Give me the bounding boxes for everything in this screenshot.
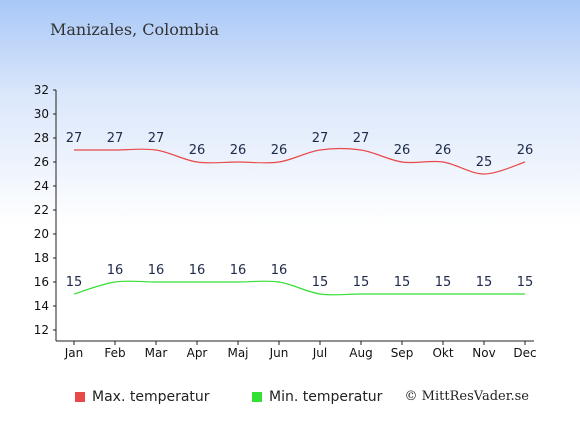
data-label-min: 16 — [230, 263, 247, 278]
data-label-max: 26 — [517, 143, 534, 158]
data-label-min: 16 — [148, 263, 165, 278]
data-label-min: 15 — [476, 275, 493, 290]
x-tick-label: Mar — [145, 346, 168, 360]
y-tick-label: 24 — [34, 179, 49, 193]
y-tick-label: 14 — [34, 299, 49, 313]
series-line-max — [73, 147, 526, 175]
data-label-min: 16 — [189, 263, 206, 278]
data-label-max: 26 — [435, 143, 452, 158]
data-label-min: 16 — [271, 263, 288, 278]
series-lines — [73, 147, 526, 296]
data-label-max: 27 — [353, 131, 370, 146]
data-label-max: 27 — [66, 131, 83, 146]
series-line-min — [73, 280, 525, 296]
y-tick-label: 12 — [34, 323, 49, 337]
x-tick-label: Aug — [349, 346, 372, 360]
x-tick-label: Okt — [432, 346, 453, 360]
legend-label-max: Max. temperatur — [92, 389, 210, 405]
y-tick-label: 16 — [34, 275, 49, 289]
y-tick-label: 22 — [34, 203, 49, 217]
x-tick-label: Dec — [513, 346, 536, 360]
data-label-min: 15 — [517, 275, 534, 290]
legend-swatch-max — [75, 392, 85, 402]
y-tick-label: 30 — [34, 107, 49, 121]
legend-label-min: Min. temperatur — [269, 389, 383, 405]
x-tick-label: Feb — [104, 346, 125, 360]
x-tick-label: Jan — [64, 346, 84, 360]
data-label-min: 15 — [66, 275, 83, 290]
data-label-max: 25 — [476, 155, 493, 170]
data-label-max: 26 — [271, 143, 288, 158]
x-tick-label: Jun — [269, 346, 289, 360]
data-label-max: 27 — [107, 131, 124, 146]
data-label-max: 26 — [230, 143, 247, 158]
x-tick-label: Apr — [187, 346, 208, 360]
data-label-max: 27 — [312, 131, 329, 146]
y-tick-label: 32 — [34, 83, 49, 97]
legend-item-max: Max. temperatur — [75, 389, 210, 405]
data-label-max: 26 — [189, 143, 206, 158]
data-label-min: 15 — [394, 275, 411, 290]
y-tick-label: 28 — [34, 131, 49, 145]
x-tick-label: Nov — [472, 346, 495, 360]
data-label-max: 26 — [394, 143, 411, 158]
y-tick-label: 20 — [34, 227, 49, 241]
legend-swatch-min — [252, 392, 262, 402]
axes: 12 14 16 18 20 22 24 26 28 30 32 Jan Feb Mar Apr Maj Jun… — [34, 83, 537, 360]
data-label-min: 15 — [312, 275, 329, 290]
x-tick-label: Maj — [227, 346, 248, 360]
legend-item-min: Min. temperatur — [252, 389, 382, 405]
data-label-max: 27 — [148, 131, 165, 146]
x-tick-label: Sep — [391, 346, 414, 360]
chart-title: Manizales, Colombia — [50, 20, 219, 39]
data-label-min: 15 — [353, 275, 370, 290]
x-tick-label: Jul — [312, 346, 327, 360]
data-label-min: 15 — [435, 275, 452, 290]
y-tick-label: 26 — [34, 155, 49, 169]
y-tick-label: 18 — [34, 251, 49, 265]
data-label-min: 16 — [107, 263, 124, 278]
credit-text: © MittResVader.se — [404, 389, 529, 404]
data-labels: 27 27 27 26 26 26 27 27 26 26 25 26 15 16 16 16 16 16 15 15… — [66, 131, 534, 290]
